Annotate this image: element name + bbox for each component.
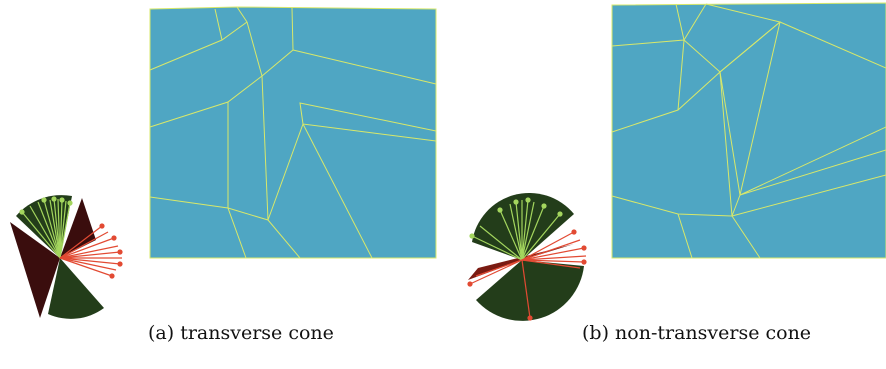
mesh-b-edges [611, 3, 886, 259]
caption-a: (a) transverse cone [148, 322, 334, 344]
mesh-a-domain [149, 6, 437, 259]
cone-a-green-arrows [19, 196, 73, 259]
mesh-b [611, 2, 886, 259]
mesh-a [149, 6, 437, 259]
cone-a-green-sector-lower [48, 258, 104, 319]
cone-b-red-arrows [467, 229, 587, 321]
cone-a-red-arrows [59, 223, 123, 279]
caption-b: (b) non-transverse cone [582, 322, 812, 344]
mesh-b-domain [611, 2, 886, 259]
cone-diagram-a [10, 195, 123, 319]
cone-a-red-sector-left [10, 222, 60, 318]
cone-diagram-b [467, 192, 587, 321]
cone-b-green-sector-lower [476, 260, 584, 321]
mesh-a-edges [149, 6, 437, 259]
cone-b-green-arrows [469, 197, 563, 261]
